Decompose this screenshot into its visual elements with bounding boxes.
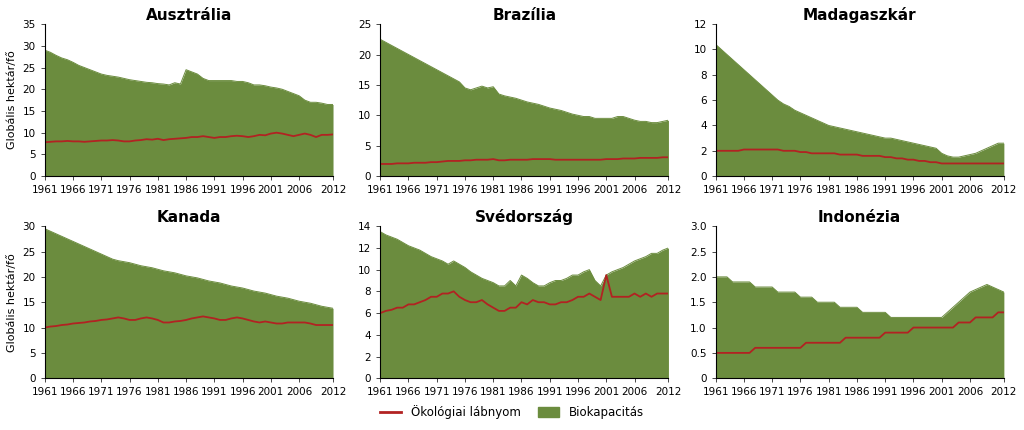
Title: Brazília: Brazília — [493, 8, 556, 23]
Title: Ausztrália: Ausztrália — [145, 8, 232, 23]
Y-axis label: Globális hektár/fő: Globális hektár/fő — [7, 253, 17, 352]
Title: Madagaszkár: Madagaszkár — [803, 7, 916, 23]
Legend: Ökológiai lábnyom, Biokapacitás: Ökológiai lábnyom, Biokapacitás — [375, 401, 649, 424]
Title: Indonézia: Indonézia — [818, 210, 901, 225]
Title: Kanada: Kanada — [157, 210, 221, 225]
Title: Svédország: Svédország — [475, 209, 573, 225]
Y-axis label: Globális hektár/fő: Globális hektár/fő — [7, 51, 17, 150]
